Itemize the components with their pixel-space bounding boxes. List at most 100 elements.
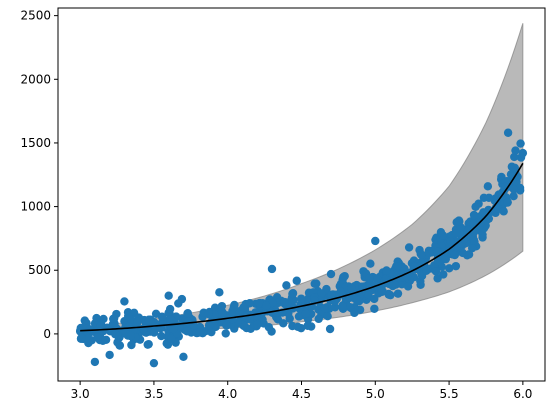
data-point bbox=[503, 128, 513, 137]
data-point bbox=[144, 315, 154, 324]
data-point bbox=[109, 314, 118, 323]
x-tick-label: 5.5 bbox=[440, 387, 459, 401]
data-point bbox=[93, 333, 102, 342]
data-point bbox=[120, 297, 129, 306]
data-point bbox=[279, 319, 288, 328]
data-point bbox=[467, 243, 477, 253]
x-tick-label: 3.0 bbox=[71, 387, 90, 401]
data-point bbox=[182, 327, 192, 336]
data-point bbox=[325, 324, 335, 334]
data-point bbox=[433, 247, 442, 257]
data-point bbox=[403, 282, 413, 291]
data-point bbox=[500, 185, 509, 194]
data-point bbox=[143, 340, 152, 349]
data-point bbox=[452, 229, 461, 238]
data-point bbox=[239, 303, 248, 312]
data-point bbox=[77, 333, 86, 343]
data-point bbox=[280, 297, 289, 307]
data-point bbox=[217, 301, 227, 311]
prediction-band-layer bbox=[79, 23, 524, 334]
data-point bbox=[183, 309, 192, 318]
data-point bbox=[83, 334, 93, 343]
x-tick-label: 6.0 bbox=[513, 387, 532, 401]
data-point bbox=[323, 312, 332, 321]
fit-line-layer bbox=[80, 162, 524, 332]
data-point bbox=[436, 228, 446, 237]
data-point bbox=[164, 291, 173, 300]
data-point bbox=[499, 207, 508, 216]
data-point bbox=[326, 269, 336, 279]
data-point bbox=[441, 254, 451, 264]
data-point bbox=[510, 163, 520, 172]
data-point bbox=[126, 331, 136, 341]
data-point bbox=[314, 314, 323, 324]
data-point bbox=[377, 287, 387, 296]
data-point bbox=[320, 304, 329, 313]
data-point bbox=[450, 250, 460, 260]
data-point bbox=[469, 210, 479, 220]
data-point bbox=[422, 266, 431, 276]
data-point bbox=[105, 350, 114, 360]
data-point bbox=[123, 311, 133, 321]
data-point bbox=[471, 202, 480, 211]
data-point bbox=[222, 321, 231, 330]
data-point bbox=[255, 298, 264, 308]
data-point bbox=[149, 358, 159, 368]
data-point bbox=[336, 287, 346, 296]
data-point bbox=[90, 357, 100, 367]
data-point bbox=[478, 230, 487, 239]
data-point bbox=[431, 267, 441, 276]
data-point bbox=[350, 308, 359, 318]
data-point bbox=[439, 270, 448, 279]
data-point bbox=[157, 331, 166, 341]
data-point bbox=[370, 294, 379, 304]
data-point bbox=[288, 289, 297, 299]
data-point bbox=[303, 321, 312, 331]
data-point bbox=[352, 295, 362, 304]
data-point bbox=[183, 317, 192, 326]
data-point bbox=[416, 280, 425, 289]
data-point bbox=[301, 309, 311, 318]
data-point bbox=[294, 312, 304, 321]
data-point bbox=[262, 301, 271, 310]
data-point bbox=[293, 322, 302, 332]
data-point bbox=[518, 148, 528, 158]
data-point bbox=[339, 273, 348, 282]
scatter-points-layer bbox=[75, 128, 528, 368]
data-point bbox=[459, 235, 468, 244]
data-point bbox=[483, 182, 493, 191]
fit-line bbox=[80, 162, 524, 332]
data-point bbox=[445, 264, 454, 273]
data-point bbox=[111, 330, 120, 339]
data-point bbox=[317, 289, 326, 298]
data-point bbox=[390, 280, 400, 289]
data-point bbox=[149, 328, 159, 337]
x-tick-label: 3.5 bbox=[144, 387, 163, 401]
data-point bbox=[400, 264, 409, 273]
data-point bbox=[345, 303, 355, 312]
data-point bbox=[292, 276, 301, 285]
y-tick-label: 2500 bbox=[20, 9, 51, 23]
data-point bbox=[228, 315, 237, 324]
data-point bbox=[494, 193, 503, 203]
data-point bbox=[85, 325, 95, 334]
data-point bbox=[174, 299, 183, 308]
data-point bbox=[338, 302, 347, 311]
data-point bbox=[133, 317, 142, 327]
data-point bbox=[96, 321, 105, 331]
data-point bbox=[327, 290, 336, 299]
data-point bbox=[312, 279, 321, 288]
data-point bbox=[207, 327, 216, 337]
data-point bbox=[370, 304, 379, 313]
data-point bbox=[204, 321, 214, 330]
axes-layer: 3.0 3.5 4.0 4.5 5.0 5.5 6.0 0 500 1000 1500 2000 250… bbox=[20, 7, 546, 401]
x-tick-label: 4.5 bbox=[292, 387, 311, 401]
data-point bbox=[446, 237, 455, 246]
data-point bbox=[165, 304, 175, 314]
data-point bbox=[127, 340, 136, 350]
data-point bbox=[157, 312, 167, 321]
data-point bbox=[215, 288, 224, 297]
data-point bbox=[221, 329, 230, 338]
data-point bbox=[365, 274, 374, 283]
data-point bbox=[511, 146, 520, 155]
